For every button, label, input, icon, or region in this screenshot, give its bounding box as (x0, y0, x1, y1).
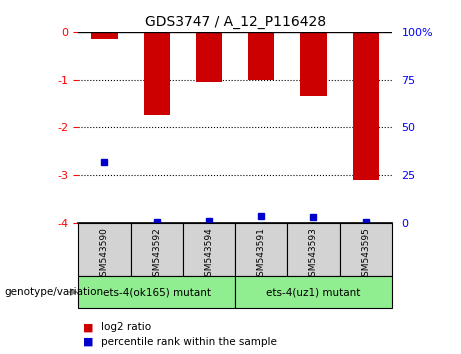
Text: log2 ratio: log2 ratio (101, 322, 152, 332)
Bar (196, 32, 222, 82)
Text: genotype/variation: genotype/variation (5, 287, 104, 297)
Bar (301, 32, 326, 96)
Text: GSM543590: GSM543590 (100, 227, 109, 282)
Title: GDS3747 / A_12_P116428: GDS3747 / A_12_P116428 (145, 16, 325, 29)
Bar (353, 32, 379, 180)
Text: GSM543592: GSM543592 (152, 227, 161, 282)
Bar (287, 223, 340, 276)
Bar (144, 32, 170, 115)
Text: GSM543594: GSM543594 (205, 227, 213, 282)
Bar (340, 223, 392, 276)
Text: percentile rank within the sample: percentile rank within the sample (101, 337, 278, 347)
Bar (91, 32, 118, 39)
Bar (78, 276, 235, 308)
Bar (235, 276, 392, 308)
Bar (78, 223, 130, 276)
Text: ■: ■ (83, 322, 94, 332)
Text: GSM543593: GSM543593 (309, 227, 318, 282)
Bar (183, 223, 235, 276)
Bar (235, 223, 287, 276)
Bar (248, 32, 274, 80)
Text: ets-4(ok165) mutant: ets-4(ok165) mutant (103, 287, 211, 297)
Text: GSM543595: GSM543595 (361, 227, 370, 282)
Text: GSM543591: GSM543591 (257, 227, 266, 282)
Text: ■: ■ (83, 337, 94, 347)
Text: ets-4(uz1) mutant: ets-4(uz1) mutant (266, 287, 361, 297)
Bar (130, 223, 183, 276)
